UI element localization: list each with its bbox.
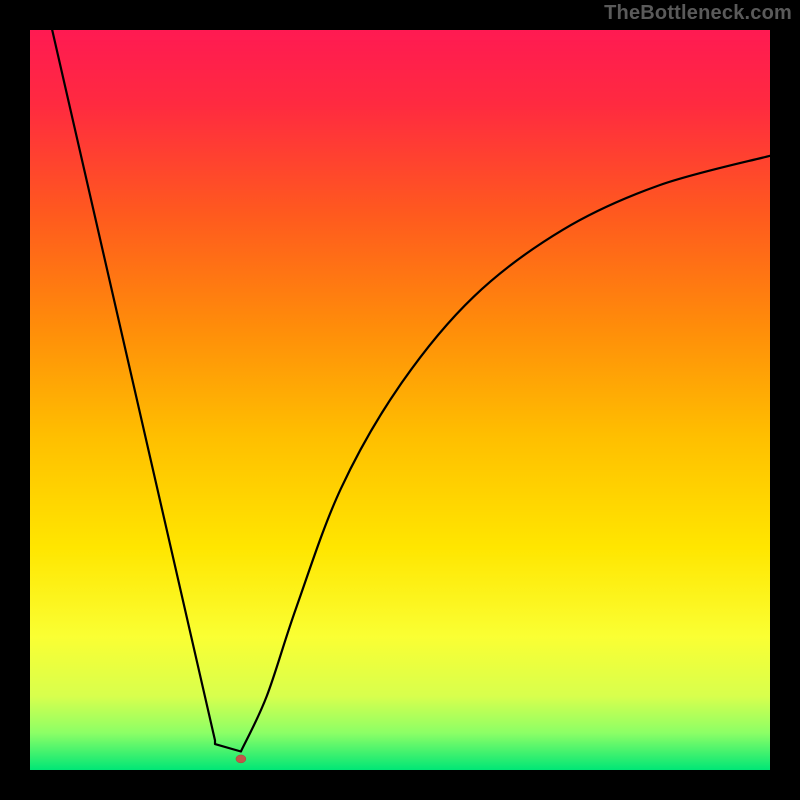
attribution-text: TheBottleneck.com [604, 2, 792, 25]
plot-background [30, 30, 770, 770]
bottleneck-chart [0, 0, 800, 800]
chart-container: TheBottleneck.com [0, 0, 800, 800]
optimum-marker [236, 755, 246, 763]
